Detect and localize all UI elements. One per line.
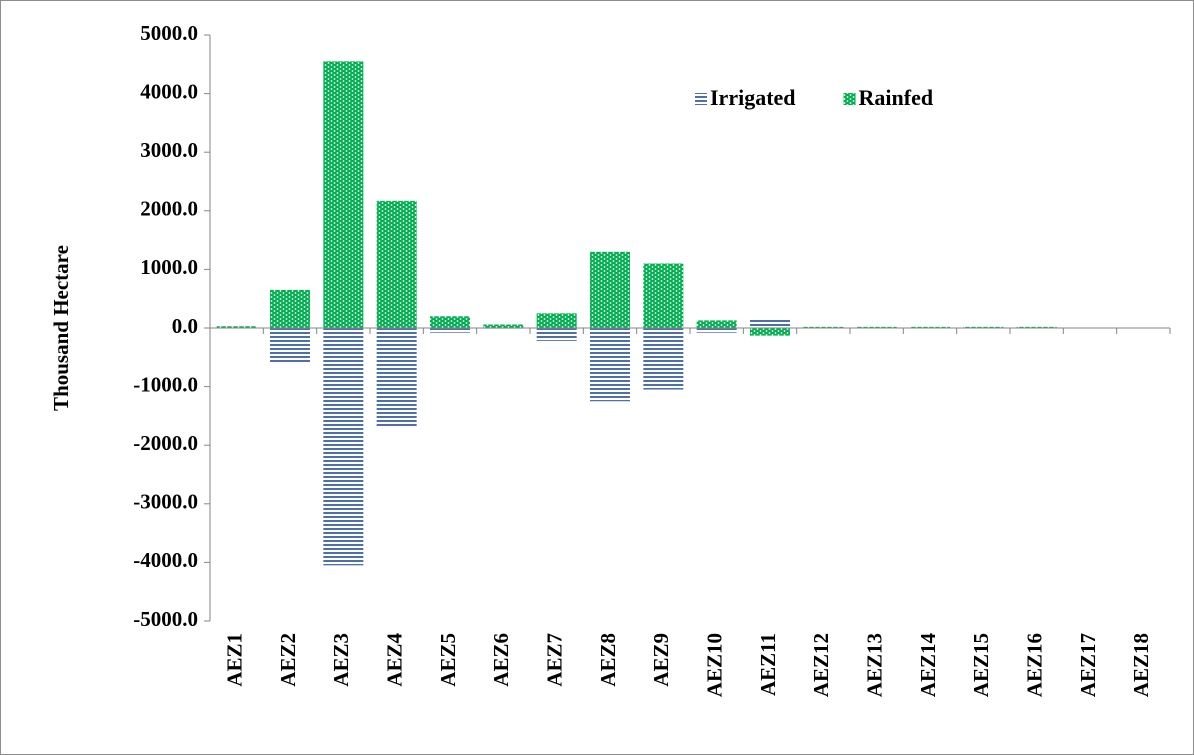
y-tick-label: 3000.0	[140, 138, 198, 162]
bar	[270, 289, 310, 328]
y-tick-label: -4000.0	[133, 548, 198, 572]
bar	[696, 320, 737, 328]
bar	[750, 319, 790, 328]
x-tick-label: AEZ12	[809, 633, 833, 697]
x-tick-label: AEZ16	[1022, 633, 1046, 697]
bar	[430, 328, 470, 333]
x-tick-label: AEZ4	[382, 633, 406, 687]
legend-swatch	[843, 93, 856, 105]
y-tick-label: 0.0	[172, 314, 198, 338]
y-tick-label: -2000.0	[133, 431, 198, 455]
bar	[590, 328, 630, 402]
bar	[483, 324, 524, 328]
bar	[750, 328, 790, 336]
y-tick-label: -5000.0	[133, 607, 198, 631]
bar	[270, 328, 310, 364]
y-tick-label: -3000.0	[133, 490, 198, 514]
y-tick-label: 2000.0	[140, 197, 198, 221]
bar	[216, 326, 257, 328]
x-tick-label: AEZ7	[542, 633, 566, 687]
x-tick-label: AEZ10	[702, 633, 726, 697]
bar	[536, 328, 577, 341]
legend-label: Irrigated	[710, 85, 796, 110]
y-axis-title: Thousand Hectare	[49, 245, 73, 411]
x-tick-label: AEZ17	[1076, 633, 1100, 697]
x-tick-label: AEZ1	[222, 633, 246, 687]
bar	[910, 326, 950, 328]
x-tick-label: AEZ2	[276, 633, 300, 687]
y-tick-label: 4000.0	[140, 79, 198, 103]
bar	[323, 328, 364, 566]
bar	[430, 316, 470, 328]
bar	[590, 251, 630, 328]
x-tick-label: AEZ18	[1129, 633, 1153, 697]
x-tick-label: AEZ13	[862, 633, 886, 697]
x-tick-label: AEZ8	[596, 633, 620, 687]
x-tick-label: AEZ9	[649, 633, 673, 687]
bar	[643, 328, 684, 390]
x-tick-label: AEZ5	[436, 633, 460, 687]
legend-label: Rainfed	[859, 85, 934, 110]
y-tick-label: -1000.0	[133, 372, 198, 396]
x-tick-label: AEZ3	[329, 633, 353, 687]
bar	[856, 326, 897, 328]
bar	[536, 313, 577, 328]
bar	[376, 328, 417, 428]
x-tick-label: AEZ15	[969, 633, 993, 697]
legend-swatch	[695, 93, 707, 105]
bar	[643, 263, 684, 328]
y-tick-label: 5000.0	[140, 21, 198, 45]
bar	[696, 328, 737, 333]
bar	[963, 326, 1004, 328]
x-tick-label: AEZ11	[756, 633, 780, 696]
x-tick-label: AEZ14	[916, 633, 940, 698]
bar	[1016, 326, 1057, 328]
bar	[376, 200, 417, 328]
bar	[323, 61, 364, 329]
bar	[803, 326, 844, 328]
y-tick-label: 1000.0	[140, 255, 198, 279]
x-tick-label: AEZ6	[489, 633, 513, 687]
